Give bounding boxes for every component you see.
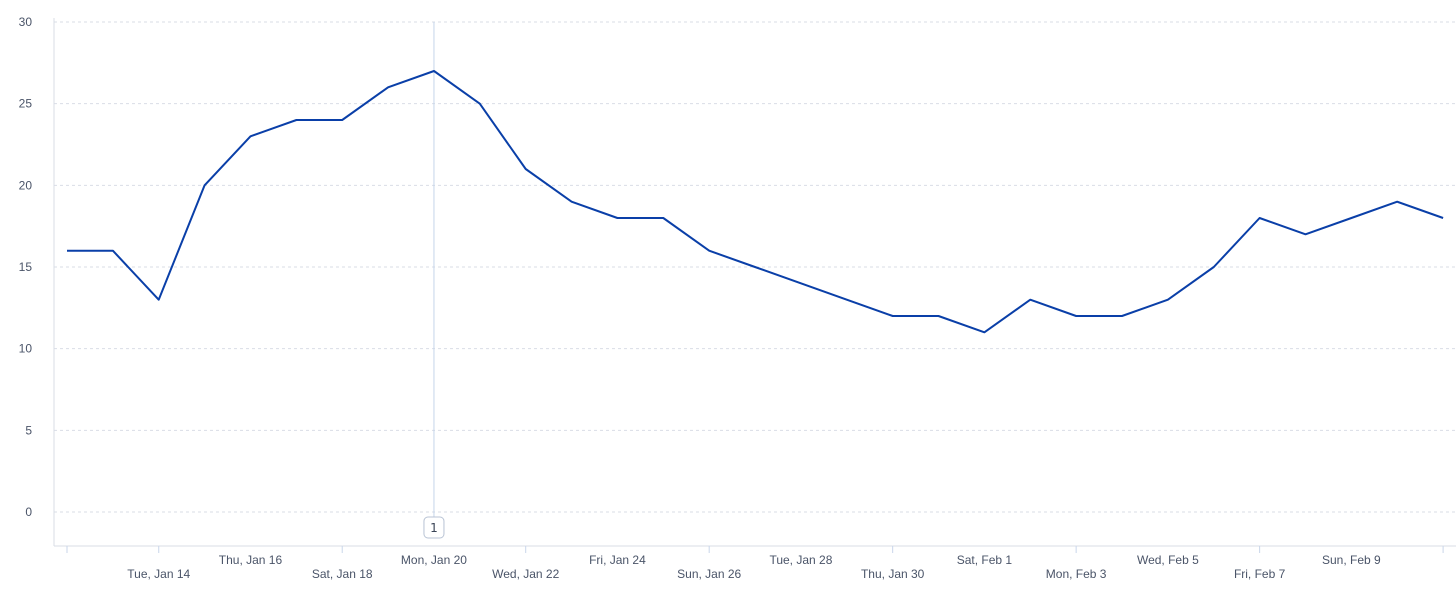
y-tick-label: 15 [19,260,33,274]
x-tick-label: Thu, Jan 30 [861,567,925,581]
series-line [67,70,1444,334]
x-tick-label: Wed, Jan 22 [492,567,559,581]
x-tick-label: Fri, Feb 7 [1234,567,1286,581]
grid-lines [53,18,1456,546]
y-tick-label: 25 [19,97,33,111]
annotation-badge[interactable] [423,516,445,539]
y-tick-label: 30 [19,15,33,29]
annotation-label: 1 [430,521,438,535]
x-tick-label: Thu, Jan 16 [219,553,283,567]
y-tick-label: 5 [25,423,32,437]
y-tick-label: 0 [25,505,32,519]
x-tick-label: Sat, Feb 1 [957,553,1013,567]
x-tick-label: Tue, Jan 14 [127,567,190,581]
y-tick-label: 20 [19,178,33,192]
annotation-marker[interactable]: 1 [423,22,445,539]
x-tick-label: Tue, Jan 28 [769,553,832,567]
x-tick-label: Fri, Jan 24 [589,553,646,567]
x-tick-label: Wed, Feb 5 [1137,553,1199,567]
x-tick-label: Sat, Jan 18 [312,567,373,581]
y-tick-label: 10 [19,342,33,356]
series-layer [67,70,1444,334]
y-axis-ticks: 0 5 10 15 20 25 30 [19,15,33,519]
x-tick-label: Sun, Feb 9 [1322,553,1381,567]
x-axis: Tue, Jan 14 Thu, Jan 16 Sat, Jan 18 Mon, Ja… [54,545,1456,581]
x-tick-label: Mon, Feb 3 [1046,567,1107,581]
x-tick-label: Mon, Jan 20 [401,553,467,567]
x-tick-label: Sun, Jan 26 [677,567,741,581]
